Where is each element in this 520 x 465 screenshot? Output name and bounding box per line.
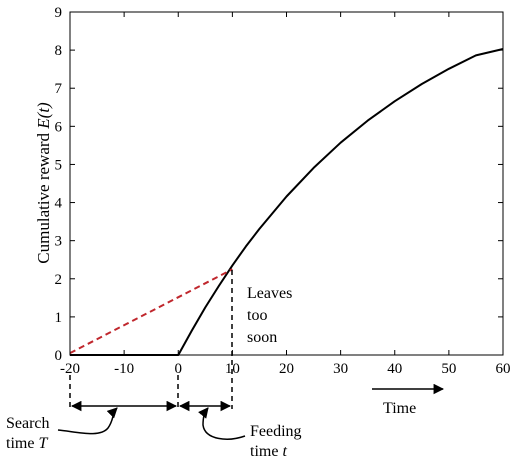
feeding-variable: t <box>282 443 287 460</box>
feeding-time-annotation: Feeding time t <box>250 423 306 460</box>
series-group <box>69 48 504 356</box>
feeding-line-2: time <box>250 443 282 460</box>
x-tick-label: 60 <box>496 361 511 377</box>
time-label: Time <box>383 400 416 417</box>
x-tick-label: -10 <box>114 361 134 377</box>
x-tick-label: 50 <box>441 361 456 377</box>
leaves-annotation: Leaves too soon <box>247 285 296 346</box>
y-tick-label: 2 <box>55 272 63 288</box>
y-tick-label: 1 <box>55 310 63 326</box>
x-tick-label: 20 <box>279 361 294 377</box>
leaves-line-3: soon <box>247 329 277 346</box>
y-tick-label: 6 <box>55 119 63 135</box>
axis-ticks <box>69 11 504 356</box>
y-tick-label: 8 <box>55 43 63 59</box>
y-tick-label: 9 <box>55 5 63 21</box>
x-tick-label: 0 <box>175 361 183 377</box>
y-tick-label: 4 <box>55 196 63 212</box>
y-axis-title: Cumulative reward E(t) <box>34 102 53 264</box>
x-tick-label: 30 <box>333 361 348 377</box>
y-axis-title-variable: E(t) <box>34 102 53 130</box>
leave-rate-dashed-line <box>69 268 233 354</box>
y-tick-label: 3 <box>55 234 63 250</box>
search-line-1: Search <box>6 415 50 432</box>
feeding-line-1: Feeding <box>250 423 302 440</box>
search-time-annotation: Search time T <box>6 415 54 452</box>
feeding-callout-curve <box>197 407 246 440</box>
y-tick-label: 5 <box>55 157 63 173</box>
cumulative-reward-line <box>70 48 504 356</box>
tick-labels: -20-1001020304050600123456789 <box>55 5 511 377</box>
y-axis-title-text: Cumulative reward <box>34 129 53 264</box>
x-tick-label: -20 <box>60 361 80 377</box>
search-variable: T <box>38 435 48 452</box>
x-tick-label: 40 <box>387 361 402 377</box>
search-callout-curve <box>57 407 118 435</box>
leaves-line-1: Leaves <box>247 285 292 302</box>
search-line-2: time <box>6 435 38 452</box>
y-tick-label: 0 <box>55 348 63 364</box>
plot-frame <box>69 11 504 356</box>
leaves-line-2: too <box>247 307 267 324</box>
y-tick-label: 7 <box>55 81 63 97</box>
